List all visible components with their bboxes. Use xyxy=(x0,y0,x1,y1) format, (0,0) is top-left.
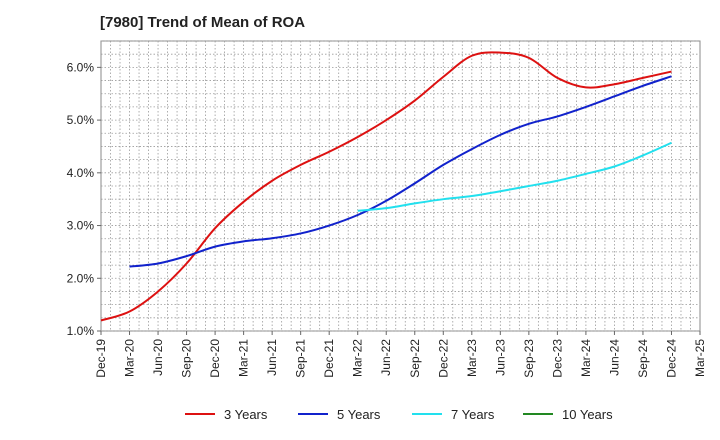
x-tick-label: Dec-19 xyxy=(94,339,108,378)
legend-label: 7 Years xyxy=(451,407,495,422)
x-tick-label: Mar-24 xyxy=(579,339,593,377)
y-tick-label: 2.0% xyxy=(67,271,95,285)
x-tick-label: Mar-23 xyxy=(465,339,479,377)
grid-lines xyxy=(101,40,700,332)
y-tick-label: 1.0% xyxy=(67,324,95,338)
y-axis: 1.0% 2.0% 3.0% 4.0% 5.0% 6.0% xyxy=(67,60,101,338)
x-tick-label: Sep-22 xyxy=(408,339,422,378)
series-lines xyxy=(100,51,672,322)
x-tick-label: Jun-20 xyxy=(151,339,165,376)
x-tick-label: Dec-20 xyxy=(208,339,222,378)
y-tick-label: 6.0% xyxy=(67,60,95,74)
y-tick-label: 3.0% xyxy=(67,219,95,233)
chart-title: [7980] Trend of Mean of ROA xyxy=(100,14,306,31)
x-tick-label: Mar-21 xyxy=(237,339,251,377)
legend-label: 5 Years xyxy=(337,407,381,422)
x-tick-label: Dec-22 xyxy=(436,339,450,378)
legend-label: 3 Years xyxy=(224,407,268,422)
x-tick-label: Jun-22 xyxy=(379,339,393,376)
series-line-5-years xyxy=(129,75,672,268)
x-tick-label: Jun-23 xyxy=(493,339,507,376)
y-tick-label: 5.0% xyxy=(67,113,95,127)
x-tick-label: Mar-20 xyxy=(123,339,137,377)
x-tick-label: Sep-20 xyxy=(180,339,194,378)
x-axis: Dec-19 Mar-20 Jun-20 Sep-20 Dec-20 Mar-21 Jun-… xyxy=(94,331,707,378)
x-tick-label: Sep-24 xyxy=(636,339,650,378)
x-tick-label: Jun-24 xyxy=(607,339,621,376)
legend-label: 10 Years xyxy=(562,407,613,422)
x-tick-label: Sep-21 xyxy=(294,339,308,378)
x-tick-label: Mar-22 xyxy=(351,339,365,377)
x-tick-label: Dec-21 xyxy=(322,339,336,378)
x-tick-label: Jun-21 xyxy=(265,339,279,376)
x-tick-label: Mar-25 xyxy=(693,339,707,377)
series-line-7-years xyxy=(357,141,672,212)
x-tick-label: Dec-23 xyxy=(550,339,564,378)
x-tick-label: Sep-23 xyxy=(522,339,536,378)
y-tick-label: 4.0% xyxy=(67,166,95,180)
x-tick-label: Dec-24 xyxy=(664,339,678,378)
legend: 3 Years 5 Years 7 Years 10 Years xyxy=(185,407,613,422)
